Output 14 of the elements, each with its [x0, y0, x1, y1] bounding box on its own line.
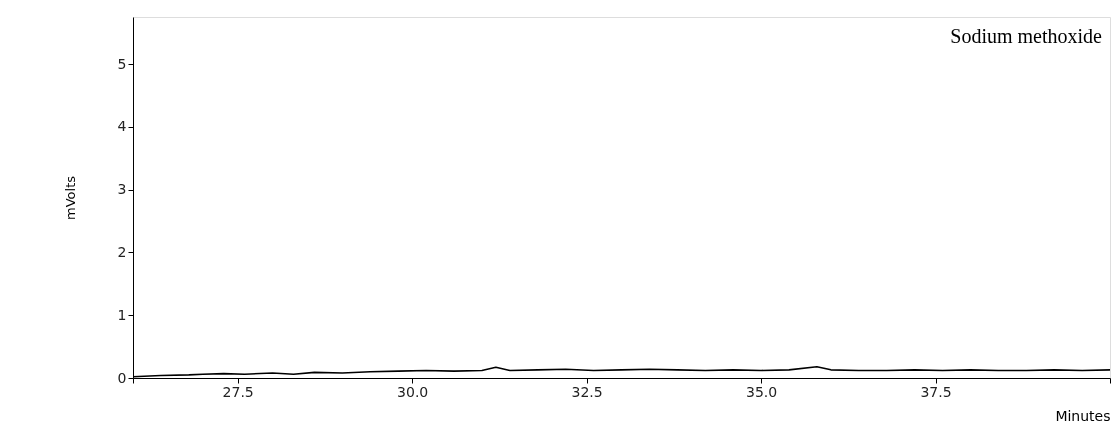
- x-tick-label: 37.5: [920, 383, 952, 400]
- y-tick-label: 3: [117, 181, 127, 198]
- y-tick-label: 2: [117, 243, 127, 260]
- x-tick-label: 30.0: [397, 383, 429, 400]
- x-tick-label: 27.5: [222, 383, 254, 400]
- y-tick-label: 1: [117, 306, 127, 323]
- y-axis-title: mVolts: [62, 175, 78, 220]
- y-tick-label: 4: [117, 118, 127, 135]
- y-tick-label: 5: [117, 55, 127, 72]
- annotation: Sodium methoxide: [950, 25, 1103, 47]
- x-tick-label: 35.0: [745, 383, 778, 400]
- y-tick-label: 0: [117, 369, 127, 386]
- x-tick-label: 32.5: [571, 383, 603, 400]
- x-axis-title: Minutes: [1055, 407, 1111, 424]
